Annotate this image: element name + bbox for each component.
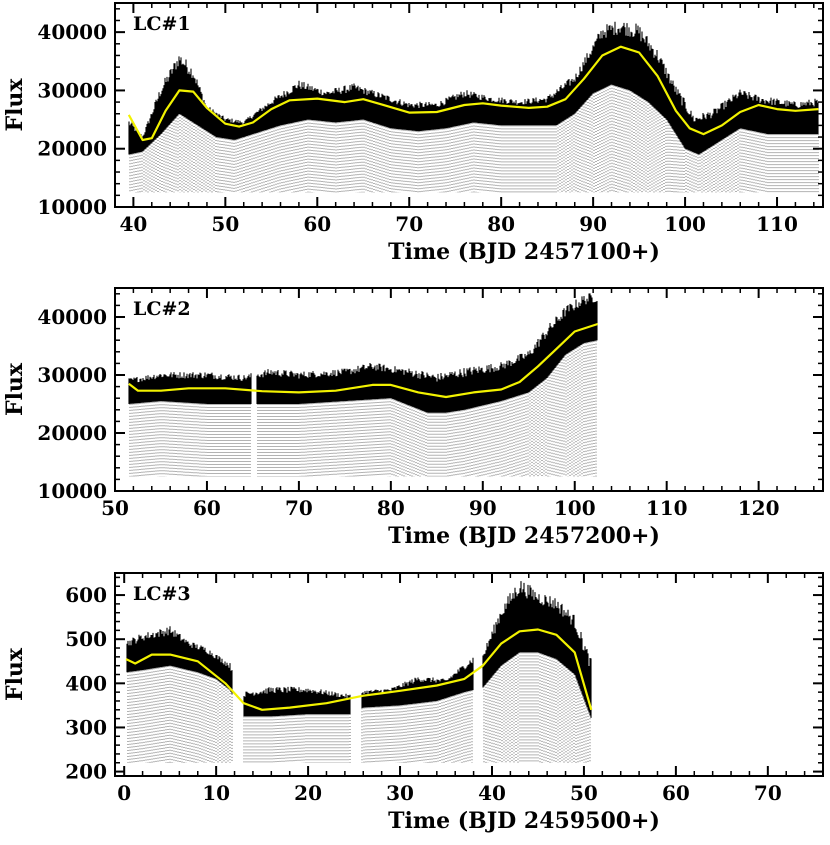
flux-points [128, 21, 819, 193]
panel-label: LC#3 [133, 583, 191, 605]
x-axis-label: Time (BJD 2457100+) [388, 239, 660, 265]
x-tick-label: 110 [646, 496, 688, 520]
panel-3: 0 10 20 30 40 50 60 70 200 300 400 500 600 LC#3 Time (… [2, 572, 824, 834]
y-tick-label: 20000 [37, 137, 107, 161]
y-tick-label: 30000 [37, 363, 107, 387]
x-tick-label: 100 [554, 496, 596, 520]
fit-curve [125, 628, 593, 711]
y-axis-label: Flux [2, 362, 28, 416]
x-axis-label: Time (BJD 2459500+) [388, 808, 660, 834]
x-tick-label: 40 [119, 212, 147, 236]
x-tick-label: 120 [738, 496, 780, 520]
x-tick-label: 10 [202, 781, 230, 805]
x-tick-label: 90 [469, 496, 497, 520]
x-tick-label: 80 [487, 212, 515, 236]
panel-label: LC#1 [133, 13, 191, 35]
x-tick-label: 40 [478, 781, 506, 805]
y-axis-label: Flux [2, 78, 28, 132]
panel-label: LC#2 [133, 298, 191, 320]
y-tick-label: 600 [65, 583, 107, 607]
x-tick-label: 50 [211, 212, 239, 236]
x-tick-label: 50 [570, 781, 598, 805]
y-tick-label: 500 [65, 627, 107, 651]
x-tick-label: 70 [285, 496, 313, 520]
x-tick-label: 0 [117, 781, 131, 805]
y-tick-label: 40000 [37, 20, 107, 44]
x-tick-label: 80 [377, 496, 405, 520]
plot-frame [114, 287, 824, 492]
x-tick-label: 60 [662, 781, 690, 805]
panel-2: 50 60 70 80 90 100 110 120 10000 20000 30000 40000 L… [2, 287, 824, 549]
x-tick-label: 60 [193, 496, 221, 520]
fit-curve [127, 45, 819, 142]
x-tick-label: 70 [754, 781, 782, 805]
x-axis-label: Time (BJD 2457200+) [388, 523, 660, 549]
x-tick-label: 60 [303, 212, 331, 236]
x-tick-label: 100 [664, 212, 706, 236]
x-tick-label: 50 [101, 496, 129, 520]
x-tick-label: 20 [294, 781, 322, 805]
fit-curve [128, 322, 599, 399]
y-tick-label: 200 [65, 760, 107, 784]
y-tick-label: 400 [65, 671, 107, 695]
x-tick-label: 70 [395, 212, 423, 236]
x-tick-label: 110 [756, 212, 798, 236]
x-tick-label: 30 [386, 781, 414, 805]
y-tick-label: 40000 [37, 305, 107, 329]
y-axis-label: Flux [2, 647, 28, 701]
panel-1: 40 50 60 70 80 90 100 110 10000 20000 30000 40000 LC… [2, 2, 824, 265]
y-tick-label: 10000 [37, 479, 107, 503]
x-tick-label: 90 [579, 212, 607, 236]
plot-frame [114, 2, 824, 208]
y-tick-label: 30000 [37, 78, 107, 102]
y-tick-label: 20000 [37, 421, 107, 445]
flux-points [126, 581, 592, 763]
y-tick-label: 300 [65, 715, 107, 739]
flux-points [128, 293, 598, 477]
y-tick-label: 10000 [37, 195, 107, 219]
